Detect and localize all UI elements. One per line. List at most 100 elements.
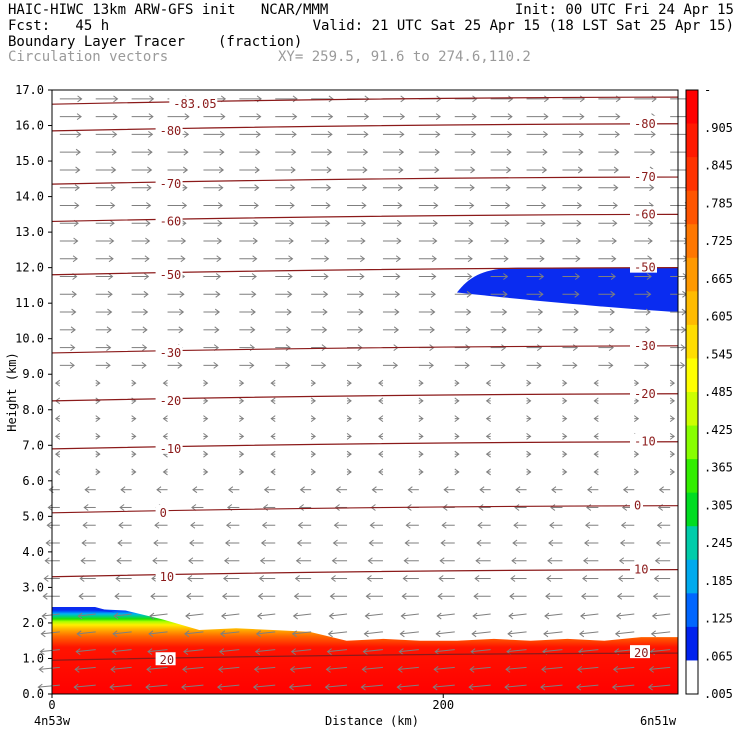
wind-vector-head [472,95,478,103]
wind-vector-head [593,433,599,440]
wind-vector-head [574,273,581,280]
wind-vector-head [105,361,111,369]
wind-vector-head [109,219,115,227]
colorbar-swatch [686,90,698,125]
isotherm-label: -50 [634,261,656,275]
wind-vector-head [397,202,403,209]
wind-vector-head [436,612,442,620]
wind-vector-head [298,504,304,511]
wind-vector-head [581,592,587,600]
x-tick-label: 200 [432,698,454,712]
wind-vector-head [454,379,460,387]
wind-vector-head [549,521,555,529]
tracer-top-edge [52,606,115,613]
y-tick-label: 17.0 [15,83,44,97]
wind-vector-head [203,468,209,476]
wind-vector [505,684,527,688]
wind-vector [113,631,132,635]
wind-vector-head [324,237,330,245]
wind-vector-head [466,290,472,298]
wind-vector-head [369,521,375,529]
isotherm-label-bg [630,385,657,399]
wind-vector [470,666,491,670]
wind-vector-head [509,592,515,600]
wind-vector-head [215,290,221,298]
wind-vector-head [395,255,402,263]
wind-vector-head [190,521,196,529]
wind-vector-head [162,468,168,476]
wind-vector-head [112,630,118,638]
isotherm-line [51,213,679,223]
wind-vector-head [669,450,676,458]
wind-vector-head [474,575,480,582]
wind-vector [40,649,60,653]
wind-vector-head [144,255,150,263]
wind-vector-head [396,219,403,227]
wind-vector-head [117,539,123,547]
wind-vector-head [181,202,188,209]
wind-vector-head [545,592,551,600]
wind-vector-head [239,468,245,476]
wind-vector-head [222,592,228,600]
wind-vector-head [501,344,507,351]
wind-vector-head [44,557,50,565]
wind-vector-head [500,361,506,369]
wind-vector-head [430,308,436,316]
wind-vector-head [216,255,222,263]
wind-vector-head [544,95,550,103]
wind-vector-head [77,612,83,620]
wind-vector-head [611,255,617,263]
wind-vector-head [503,255,509,263]
wind-vector-head [218,166,225,174]
wind-vector-head [77,95,83,103]
wind-vector-head [291,148,297,156]
wind-vector-head [178,308,185,316]
wind-vector-head [479,486,485,494]
wind-vector-head [357,326,364,334]
wind-vector-head [656,521,662,529]
wind-vector-head [184,630,190,638]
wind-vector-head [397,665,403,673]
wind-vector-head [37,683,43,691]
colorbar-label: .605 [704,310,733,324]
wind-vector-head [470,166,476,174]
wind-vector-head [71,308,77,316]
wind-vector-head [650,148,656,156]
wind-vector [76,649,96,653]
wind-vector-head [469,184,475,192]
isotherm-label: 0 [634,499,641,513]
wind-vector-head [362,648,368,655]
wind-vector-head [550,504,556,511]
colorbar-swatch [686,492,698,527]
wind-vector-head [334,504,340,511]
y-tick-label: 10.0 [15,332,44,346]
wind-vector-head [541,184,547,192]
wind-vector-head [76,630,82,638]
wind-vector-head [256,612,263,620]
wind-vector-head [110,665,116,673]
wind-vector-head [578,131,585,138]
wind-vector-head [192,486,198,494]
wind-vector-head [418,379,424,387]
wind-vector-head [434,648,440,655]
wind-vector-head [331,557,337,565]
wind-vector-head [359,273,365,280]
wind-vector-head [182,665,188,673]
wind-vector-head [434,166,440,174]
wind-vector [361,684,383,688]
wind-vector-head [593,397,599,405]
wind-vector-head [326,648,332,655]
colorbar-label: .665 [704,272,733,286]
wind-vector-head [513,521,519,529]
wind-vector-head [485,397,491,405]
wind-vector-head [429,326,435,334]
wind-vector-head [618,557,625,565]
wind-vector-head [633,397,640,405]
wind-vector-head [41,612,47,620]
wind-vector-head [287,290,293,298]
wind-vector [256,631,276,635]
wind-vector-head [395,273,401,280]
wind-vector-head [485,379,491,387]
wind-vector-head [327,148,333,156]
wind-vector-head [145,219,151,227]
